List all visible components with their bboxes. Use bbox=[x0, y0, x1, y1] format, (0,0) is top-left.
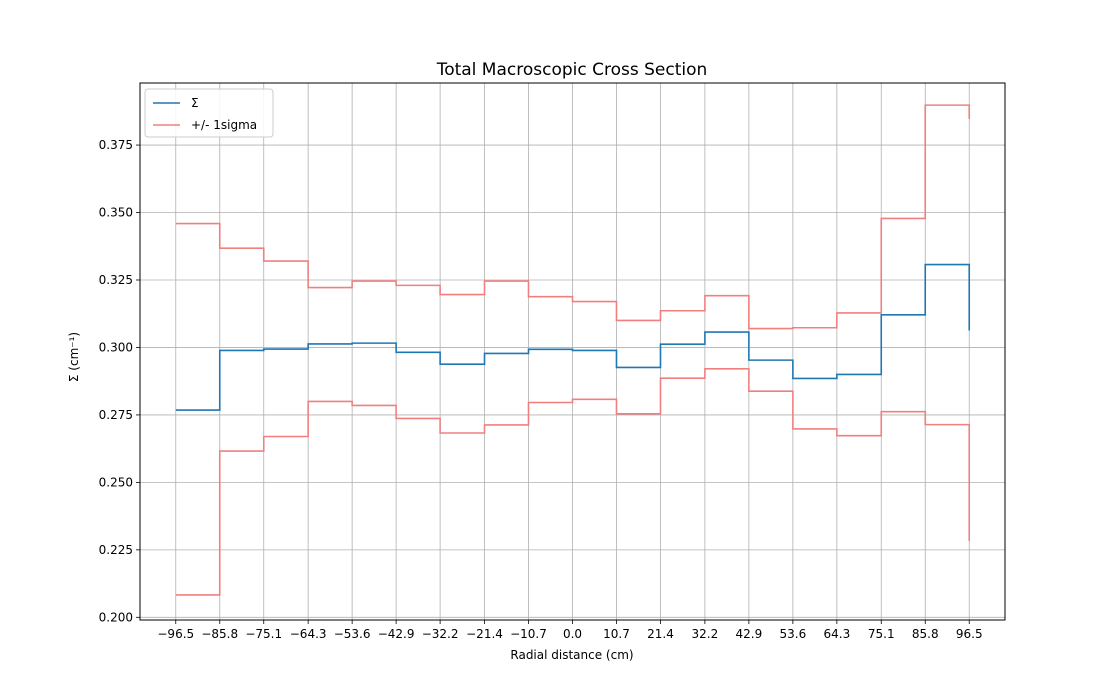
x-tick-label: 21.4 bbox=[647, 627, 674, 641]
y-tick-label: 0.225 bbox=[99, 543, 133, 557]
x-tick-label: −42.9 bbox=[378, 627, 415, 641]
y-tick-labels: 0.200 0.225 0.250 0.275 0.300 0.325 0.350 0.375 bbox=[99, 138, 133, 624]
x-tick-labels: −96.5 −85.8 −75.1 −64.3 −53.6 −42.9 −32.2 −21.4… bbox=[157, 627, 982, 641]
y-tick-label: 0.275 bbox=[99, 408, 133, 422]
y-tick-label: 0.375 bbox=[99, 138, 133, 152]
x-tick-label: 85.8 bbox=[912, 627, 939, 641]
x-tick-label: −64.3 bbox=[290, 627, 327, 641]
tick-marks bbox=[136, 144, 970, 624]
x-tick-label: 75.1 bbox=[868, 627, 895, 641]
y-tick-label: 0.200 bbox=[99, 610, 133, 624]
y-tick-label: 0.300 bbox=[99, 340, 133, 354]
y-tick-label: 0.250 bbox=[99, 475, 133, 489]
series-line-upper-1sigma bbox=[175, 104, 971, 330]
y-axis-label: Σ (cm⁻¹) bbox=[67, 332, 81, 382]
x-tick-label: 32.2 bbox=[692, 627, 719, 641]
chart-title: Total Macroscopic Cross Section bbox=[436, 60, 708, 80]
x-tick-label: −75.1 bbox=[245, 627, 282, 641]
legend: Σ +/- 1sigma bbox=[144, 88, 274, 138]
y-tick-label: 0.350 bbox=[99, 206, 133, 220]
x-tick-label: 64.3 bbox=[823, 627, 850, 641]
x-tick-label: 42.9 bbox=[736, 627, 763, 641]
x-tick-label: 10.7 bbox=[603, 627, 630, 641]
y-tick-label: 0.325 bbox=[99, 273, 133, 287]
series-line-sigma bbox=[175, 263, 971, 411]
x-tick-label: 53.6 bbox=[780, 627, 807, 641]
x-tick-label: −96.5 bbox=[157, 627, 194, 641]
x-tick-label: −10.7 bbox=[510, 627, 547, 641]
x-tick-label: −21.4 bbox=[466, 627, 503, 641]
x-tick-label: 0.0 bbox=[563, 627, 582, 641]
series-line-lower-1sigma bbox=[175, 367, 971, 596]
legend-label-1sigma: +/- 1sigma bbox=[191, 118, 257, 132]
series-layer bbox=[175, 104, 971, 596]
legend-label-sigma: Σ bbox=[191, 96, 199, 110]
x-tick-label: 96.5 bbox=[956, 627, 983, 641]
x-tick-label: −32.2 bbox=[422, 627, 459, 641]
x-tick-label: −53.6 bbox=[334, 627, 371, 641]
x-tick-label: −85.8 bbox=[201, 627, 238, 641]
x-axis-label: Radial distance (cm) bbox=[510, 648, 633, 662]
